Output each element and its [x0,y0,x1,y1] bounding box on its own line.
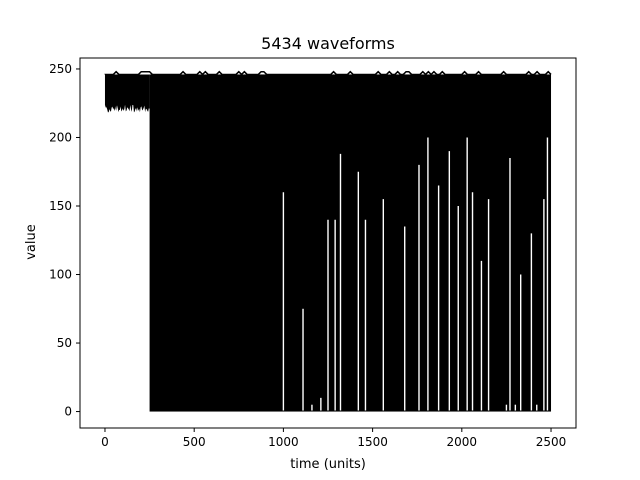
x-tick-label: 2000 [447,435,478,449]
plot-frame [79,57,577,429]
x-tick-label: 0 [101,435,109,449]
waveform-series [104,70,552,412]
waveform-dense-block [149,74,552,412]
y-tick-label: 200 [49,130,72,144]
waveform-pre-drop-band [104,74,150,113]
x-tick-label: 500 [183,435,206,449]
x-axis: 0 500 1000 1500 2000 2500 [101,428,566,449]
y-axis-label: value [24,224,39,260]
x-tick-label: 1000 [268,435,299,449]
plot-area [104,70,552,412]
x-tick-label: 1500 [357,435,388,449]
y-tick-label: 150 [49,199,72,213]
waveform-upper-edge [104,70,552,76]
chart-title: 5434 waveforms [261,34,395,53]
x-axis-label: time (units) [290,457,366,472]
y-tick-label: 100 [49,268,72,282]
y-tick-label: 0 [64,405,72,419]
x-tick-label: 2500 [536,435,567,449]
y-tick-label: 50 [57,336,72,350]
waveform-gaps [282,137,549,411]
y-axis: 0 50 100 150 200 250 [49,62,80,419]
y-tick-label: 250 [49,62,72,76]
